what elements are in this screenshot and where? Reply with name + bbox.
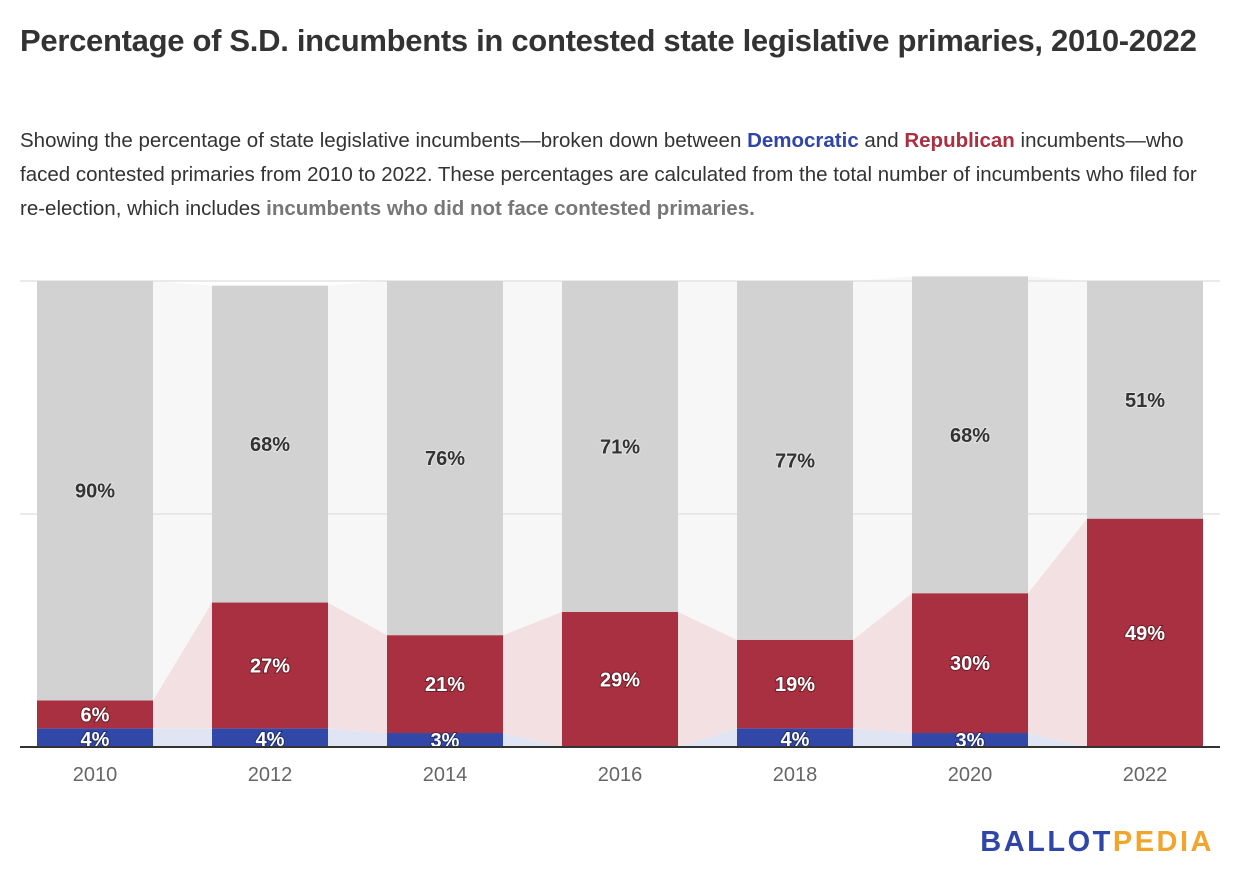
- label-uncontested-2010: 90%: [75, 481, 115, 503]
- x-tick-2014: 2014: [423, 764, 468, 786]
- connector-area-democratic-2014: [503, 733, 562, 747]
- data-labels: 4%6%90%4%27%68%3%21%76%29%71%4%19%77%3%3…: [74, 389, 1166, 753]
- connector-area-republican-2010: [153, 602, 212, 729]
- bar-democratic-2012[interactable]: [212, 728, 328, 747]
- desc-uncontested: incumbents who did not face contested pr…: [266, 197, 755, 220]
- x-axis: 2010 2012 2014 2016 2018 2020 2022: [20, 746, 1220, 786]
- connector-area-democratic-2010: [153, 728, 212, 747]
- x-tick-2020: 2020: [948, 764, 993, 786]
- bar-uncontested-2010[interactable]: [37, 281, 153, 701]
- logo-pedia: PEDIA: [1112, 826, 1214, 858]
- connector-area-uncontested-2014: [503, 281, 562, 636]
- desc-democratic: Democratic: [747, 129, 859, 152]
- bar-republican-2014[interactable]: [387, 635, 503, 734]
- bar-republican-2016[interactable]: [562, 611, 678, 747]
- connector-area-democratic-2020: [1028, 733, 1087, 747]
- label-uncontested-2012: 68%: [250, 434, 290, 456]
- bar-democratic-2018[interactable]: [737, 728, 853, 747]
- connector-area-uncontested-2010: [153, 281, 212, 701]
- bar-democratic-2020[interactable]: [912, 733, 1028, 747]
- bar-republican-2022[interactable]: [1087, 518, 1203, 747]
- bar-republican-2012[interactable]: [212, 602, 328, 729]
- connector-area-uncontested-2016: [678, 281, 737, 640]
- x-tick-2012: 2012: [248, 764, 293, 786]
- bar-republican-2010[interactable]: [37, 700, 153, 729]
- connector-area-republican-2016: [678, 611, 737, 747]
- connector-area-republican-2012: [328, 602, 387, 734]
- x-tick-2016: 2016: [598, 764, 643, 786]
- label-uncontested-2022: 51%: [1125, 390, 1165, 412]
- bar-uncontested-2022[interactable]: [1087, 281, 1203, 519]
- x-tick-2010: 2010: [73, 764, 118, 786]
- chart-description: Showing the percentage of state legislat…: [20, 124, 1225, 226]
- chart-title: Percentage of S.D. incumbents in contest…: [20, 23, 1197, 58]
- desc-republican: Republican: [904, 129, 1015, 152]
- connector-area-republican-2014: [503, 611, 562, 747]
- label-republican-2012: 27%: [250, 655, 290, 677]
- bar-uncontested-2020[interactable]: [912, 276, 1028, 594]
- stacked-bar-chart: 4%6%90%4%27%68%3%21%76%29%71%4%19%77%3%3…: [20, 276, 1220, 786]
- desc-text-3: incumbents—who faced contested primaries…: [20, 129, 1197, 220]
- connector-area-uncontested-2018: [853, 276, 912, 640]
- label-republican-2010: 6%: [81, 704, 110, 726]
- label-republican-2014: 21%: [425, 674, 465, 696]
- bar-uncontested-2016[interactable]: [562, 281, 678, 612]
- bar-uncontested-2014[interactable]: [387, 281, 503, 636]
- logo-ballot: BALLOT: [980, 826, 1113, 858]
- bars: [37, 276, 1203, 747]
- bar-democratic-2014[interactable]: [387, 733, 503, 747]
- desc-text-2: and: [858, 129, 905, 152]
- label-uncontested-2018: 77%: [775, 450, 815, 472]
- label-democratic-2020: 3%: [956, 730, 985, 752]
- desc-text-1: Showing the percentage of state legislat…: [20, 129, 748, 152]
- label-republican-2020: 30%: [950, 653, 990, 675]
- label-uncontested-2014: 76%: [425, 448, 465, 470]
- bar-republican-2018[interactable]: [737, 639, 853, 729]
- label-republican-2016: 29%: [600, 669, 640, 691]
- x-tick-2018: 2018: [773, 764, 818, 786]
- ballotpedia-logo: BALLOTPEDIA: [980, 826, 1214, 859]
- bar-uncontested-2012[interactable]: [212, 285, 328, 603]
- label-democratic-2014: 3%: [431, 730, 460, 752]
- bar-democratic-2010[interactable]: [37, 728, 153, 747]
- connector-area-democratic-2012: [328, 728, 387, 747]
- connector-area-republican-2020: [1028, 518, 1087, 747]
- connector-area-uncontested-2012: [328, 281, 387, 636]
- label-republican-2022: 49%: [1125, 623, 1165, 645]
- bar-republican-2020[interactable]: [912, 593, 1028, 734]
- connector-area-republican-2018: [853, 593, 912, 734]
- x-tick-2022: 2022: [1123, 764, 1168, 786]
- label-uncontested-2016: 71%: [600, 436, 640, 458]
- label-uncontested-2020: 68%: [950, 425, 990, 447]
- bar-uncontested-2018[interactable]: [737, 281, 853, 640]
- label-republican-2018: 19%: [775, 674, 815, 696]
- connector-area-democratic-2018: [853, 728, 912, 747]
- connector-areas: [153, 276, 1087, 747]
